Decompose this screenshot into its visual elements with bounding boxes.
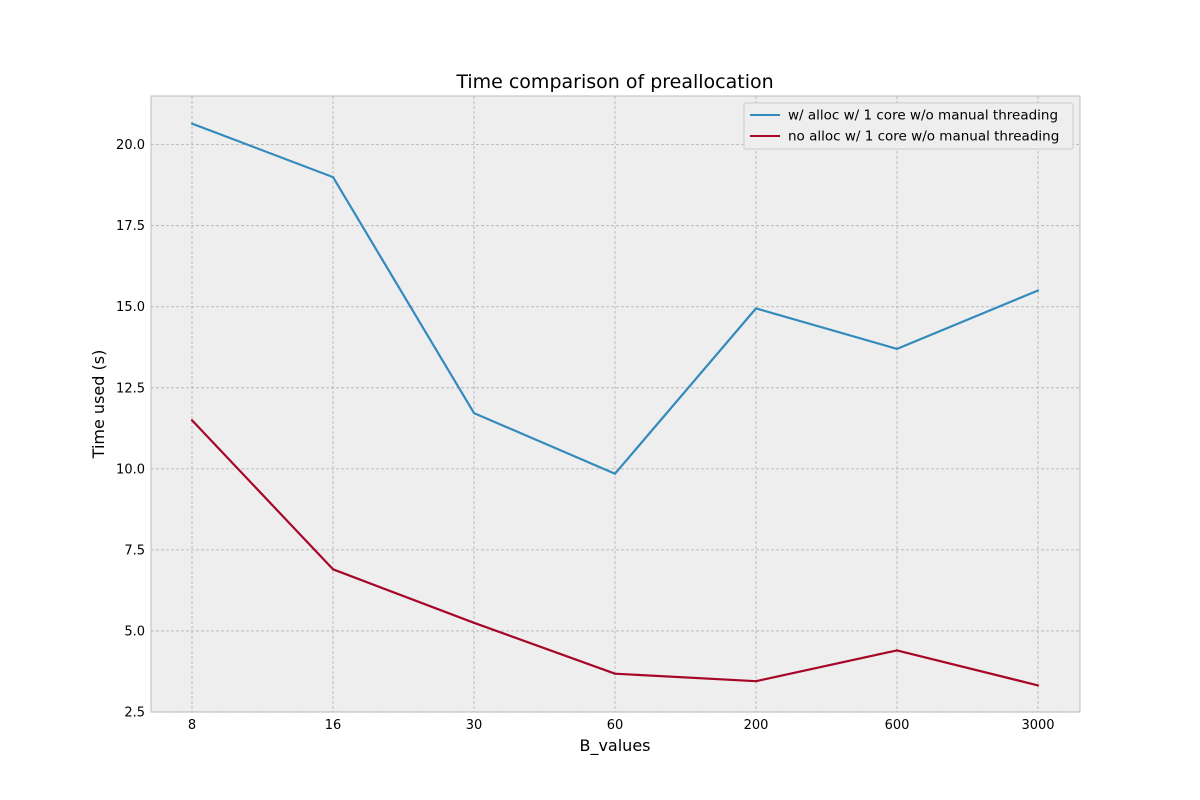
x-tick-label: 600: [885, 718, 910, 733]
x-tick-label: 3000: [1021, 718, 1054, 733]
x-tick-label: 200: [744, 718, 769, 733]
x-tick-label: 30: [466, 718, 483, 733]
y-axis-label: Time used (s): [89, 350, 108, 460]
legend-label-w-alloc: w/ alloc w/ 1 core w/o manual threading: [788, 108, 1058, 124]
data-point: [895, 649, 899, 652]
data-point: [754, 307, 758, 310]
y-tick-label: 12.5: [116, 381, 145, 396]
data-point: [613, 672, 617, 675]
data-point: [331, 568, 335, 571]
x-axis-label: B_values: [579, 736, 650, 756]
x-tick-label: 8: [188, 718, 196, 733]
data-point: [754, 680, 758, 683]
y-tick-label: 7.5: [124, 543, 145, 558]
chart-title: Time comparison of preallocation: [455, 71, 773, 93]
plot-area: [150, 95, 1081, 713]
y-tick-label: 15.0: [116, 300, 145, 315]
data-point: [472, 621, 476, 624]
data-point: [472, 411, 476, 415]
y-tick-label: 5.0: [124, 624, 145, 639]
data-point: [1036, 684, 1040, 687]
data-point: [1036, 289, 1040, 292]
x-tick-label: 60: [607, 718, 624, 733]
y-tick-label: 20.0: [116, 138, 145, 153]
data-point: [331, 175, 335, 179]
legend: w/ alloc w/ 1 core w/o manual threading …: [743, 102, 1074, 150]
legend-label-no-alloc: no alloc w/ 1 core w/o manual threading: [788, 129, 1059, 145]
data-point: [190, 419, 194, 422]
legend-box: [743, 102, 1074, 150]
grid-lines: [151, 96, 1080, 713]
data-point: [613, 472, 617, 475]
y-tick-label: 2.5: [124, 706, 145, 721]
tick-labels: 8 16 30 60 200 600 3000 2.5 5.0 7.5 10.0 12.5 15.0 17…: [116, 138, 1055, 733]
y-tick-label: 17.5: [116, 219, 145, 234]
data-point: [190, 122, 194, 125]
series-lines: [190, 122, 1040, 687]
data-point: [895, 347, 899, 350]
x-tick-label: 16: [325, 718, 342, 733]
y-tick-label: 10.0: [116, 462, 145, 477]
